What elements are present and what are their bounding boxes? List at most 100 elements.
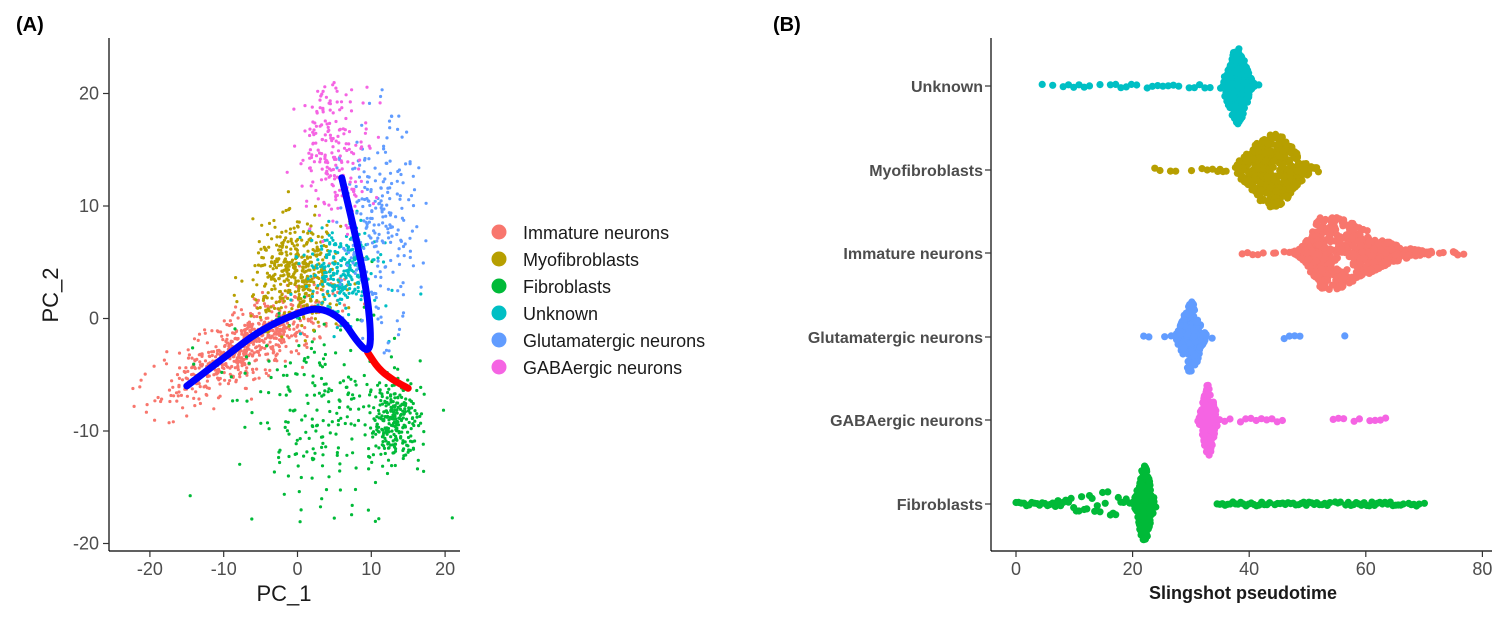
pca-point <box>340 167 344 171</box>
pca-point <box>257 344 261 348</box>
pca-point <box>254 298 258 302</box>
pca-point <box>345 243 349 247</box>
pca-point <box>184 366 188 370</box>
pca-point <box>299 475 303 480</box>
pseudotime-x-axis-title: Slingshot pseudotime <box>1149 583 1337 603</box>
pca-point <box>307 436 311 440</box>
pca-point <box>296 237 300 242</box>
pca-point <box>342 363 346 367</box>
pca-point <box>386 190 390 194</box>
beeswarm-point <box>1272 199 1280 207</box>
pca-point <box>227 344 231 348</box>
pca-point <box>263 248 267 252</box>
pca-point <box>315 111 319 115</box>
pca-point <box>398 194 402 198</box>
pca-point <box>167 388 172 392</box>
pca-point <box>253 377 257 381</box>
beeswarm-point <box>1187 347 1195 356</box>
pca-point <box>320 497 324 501</box>
pca-point <box>335 411 339 415</box>
pca-point <box>308 166 312 170</box>
pca-point <box>257 322 261 326</box>
pca-point <box>311 142 315 146</box>
beeswarm-point <box>1360 254 1368 262</box>
pca-point <box>411 204 416 208</box>
pca-point <box>255 283 259 287</box>
pca-point <box>234 378 238 382</box>
pca-point <box>218 382 222 386</box>
pca-point <box>267 221 272 225</box>
pca-point <box>389 258 393 263</box>
pca-point <box>358 163 362 167</box>
pca-point <box>342 292 346 296</box>
pca-point <box>226 365 230 369</box>
pca-point <box>375 195 379 200</box>
pca-point <box>243 323 247 327</box>
pca-point <box>373 298 377 302</box>
pca-point <box>243 386 247 390</box>
beeswarm-point <box>1191 338 1199 346</box>
pca-scatter-plot: -20 -10 0 10 20 -20 -10 0 10 20 PC_1 PC_2 Immatu… <box>38 38 705 606</box>
pca-point <box>379 206 383 210</box>
pca-point <box>419 292 423 296</box>
legend-item: Immature neurons <box>491 223 669 243</box>
pca-point <box>355 140 359 144</box>
pca-point <box>281 373 286 377</box>
pca-point <box>308 127 312 131</box>
beeswarm-point <box>1190 332 1198 340</box>
pca-point <box>380 321 384 325</box>
pca-point <box>301 304 306 308</box>
pca-point <box>345 385 349 389</box>
pseudotime-category-label: Unknown <box>911 79 983 96</box>
pca-point <box>401 426 405 430</box>
pca-point <box>396 405 400 409</box>
pca-point <box>393 396 397 400</box>
pca-point <box>234 276 238 280</box>
pca-point <box>255 367 259 371</box>
pca-point <box>411 401 415 406</box>
pca-point <box>363 231 367 235</box>
beeswarm-point <box>1245 169 1253 177</box>
beeswarm-point <box>1314 168 1322 176</box>
pca-point <box>254 346 258 350</box>
pca-point <box>251 367 255 372</box>
pca-point <box>378 172 382 176</box>
pca-point <box>331 145 335 149</box>
pca-point <box>371 453 375 457</box>
pseudotime-beeswarm-plot: 0 20 40 60 80 Unknown Myofibroblasts Immature … <box>808 38 1492 603</box>
pca-point <box>266 291 270 295</box>
pca-point <box>269 260 274 264</box>
pca-point <box>312 160 316 164</box>
pca-point <box>377 446 381 450</box>
pca-point <box>292 327 296 331</box>
pca-point <box>251 217 255 221</box>
pca-point <box>335 166 339 170</box>
pca-point <box>143 372 147 376</box>
pca-point <box>348 283 352 287</box>
pca-point <box>170 379 174 383</box>
pca-point <box>322 343 326 347</box>
pca-point <box>319 435 324 439</box>
pca-point <box>250 325 254 329</box>
pca-point <box>344 142 348 146</box>
beeswarm-point <box>1122 495 1130 503</box>
beeswarm-point <box>1304 255 1312 263</box>
beeswarm-point <box>1292 181 1300 189</box>
pca-point <box>282 279 286 283</box>
beeswarm-point <box>1234 120 1242 128</box>
beeswarm-point <box>1333 266 1341 274</box>
pca-point <box>392 336 397 340</box>
beeswarm-point <box>1358 271 1366 279</box>
pca-point <box>205 341 209 345</box>
pca-point <box>303 339 307 343</box>
pca-point <box>378 388 382 392</box>
pca-point <box>252 351 256 355</box>
pca-point <box>409 427 413 431</box>
pca-point <box>320 226 324 230</box>
pca-point <box>212 350 216 354</box>
pca-point <box>276 343 280 347</box>
pca-point <box>395 429 399 433</box>
pca-point <box>387 422 391 426</box>
beeswarm-point <box>1377 246 1385 254</box>
pca-point <box>416 458 420 462</box>
